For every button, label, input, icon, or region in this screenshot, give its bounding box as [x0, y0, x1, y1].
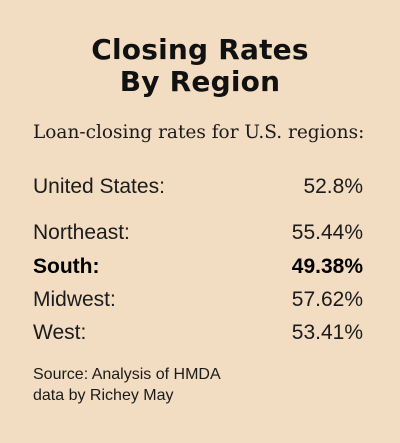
source-line-2: data by Richey May [33, 387, 174, 404]
row-label: South: [33, 255, 100, 278]
row-value: 52.8% [303, 175, 363, 198]
row-value: 49.38% [291, 255, 363, 278]
row-northeast: Northeast: 55.44% [33, 219, 363, 247]
source-line-1: Source: Analysis of HMDA [33, 366, 221, 383]
source-note: Source: Analysis of HMDA data by Richey … [33, 364, 363, 406]
chart-title: Closing Rates By Region [0, 34, 400, 98]
row-value: 57.62% [291, 288, 363, 311]
row-south: South: 49.38% [33, 253, 363, 281]
row-label: United States: [33, 175, 165, 198]
title-line-2: By Region [119, 65, 281, 98]
chart-subtitle: Loan-closing rates for U.S. regions: [33, 122, 365, 143]
row-label: Northeast: [33, 221, 130, 244]
row-label: Midwest: [33, 288, 116, 311]
row-value: 55.44% [291, 221, 363, 244]
title-line-1: Closing Rates [91, 33, 309, 66]
row-label: West: [33, 321, 87, 344]
row-value: 53.41% [291, 321, 363, 344]
row-midwest: Midwest: 57.62% [33, 286, 363, 314]
row-united-states: United States: 52.8% [33, 173, 363, 201]
row-west: West: 53.41% [33, 319, 363, 347]
